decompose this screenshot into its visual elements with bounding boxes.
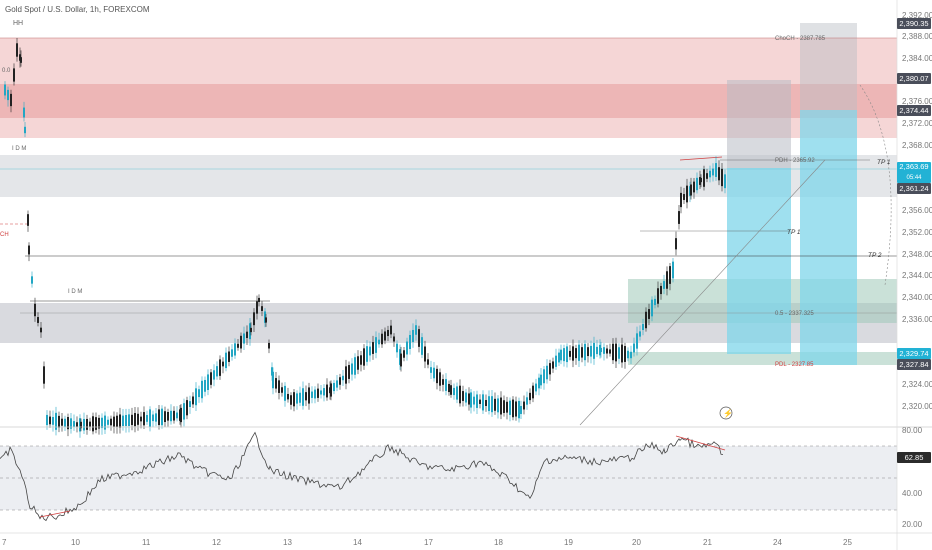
rsi-tick: 80.00 (902, 426, 923, 435)
time-tick: 20 (632, 538, 641, 547)
price-tick: 2,356.00 (902, 206, 932, 215)
lightning-icon[interactable]: ⚡ (723, 408, 733, 418)
price-tick: 2,348.00 (902, 250, 932, 259)
price-tag-5: 2,361.24 (897, 183, 931, 194)
idm-label-2: I D M (68, 289, 82, 295)
target-box-1 (727, 168, 791, 354)
fib-label: 0.5 - 2337.325 (775, 311, 814, 317)
price-tick: 2,320.00 (902, 402, 932, 411)
price-tick: 2,372.00 (902, 119, 932, 128)
price-tick: 2,376.00 (902, 97, 932, 106)
price-tick: 2,344.00 (902, 271, 932, 280)
stop-box-1 (727, 80, 791, 168)
time-axis: 7 10 11 12 13 14 17 18 19 20 21 24 25 (2, 538, 852, 547)
fib-left-label: 0.0 (2, 68, 11, 74)
rsi-tag: 62.85 (897, 452, 931, 463)
idm-label-1: I D M (12, 146, 26, 152)
choch-label: ChoCH - 2387.785 (775, 36, 826, 42)
time-tick: 18 (494, 538, 503, 547)
time-tick: 7 (2, 538, 7, 547)
time-tick: 19 (564, 538, 573, 547)
price-tick: 2,384.00 (902, 54, 932, 63)
pdh-label: PDH - 2365.92 (775, 158, 815, 164)
price-tag-current: 2,363.69 05:44 (897, 162, 931, 183)
time-tick: 24 (773, 538, 782, 547)
price-tick: 2,352.00 (902, 228, 932, 237)
rsi-tick: 20.00 (902, 520, 923, 529)
time-tick: 11 (142, 538, 151, 547)
price-tick: 2,324.00 (902, 380, 932, 389)
time-tick: 12 (212, 538, 221, 547)
choch-left-label: CH (0, 232, 9, 238)
time-tick: 25 (843, 538, 852, 547)
time-tick: 21 (703, 538, 712, 547)
rsi-line (0, 431, 724, 522)
price-tick: 2,392.00 (902, 11, 932, 20)
chart-title: Gold Spot / U.S. Dollar, 1h, FOREXCOM (5, 5, 150, 14)
price-tag-1: 2,390.35 (897, 18, 931, 29)
candles (4, 38, 726, 438)
price-tick: 2,336.00 (902, 315, 932, 324)
price-tick: 2,368.00 (902, 141, 932, 150)
tp1-label-b: TP 1 (877, 159, 891, 166)
hh-label: HH (13, 20, 23, 27)
price-tag-7: 2,327.84 (897, 359, 931, 370)
target-box-2 (800, 110, 857, 365)
rsi-band (0, 446, 897, 510)
tp2-label: TP 2 (868, 252, 882, 259)
price-tag-2: 2,380.07 (897, 73, 931, 84)
price-tag-6: 2,329.74 (897, 348, 931, 359)
time-tick: 17 (424, 538, 433, 547)
rsi-axis: 80.00 40.00 20.00 (902, 426, 923, 529)
pdl-label: PDL - 2327.85 (775, 362, 814, 368)
current-price: 2,363.69 (899, 162, 929, 171)
rsi-tick: 40.00 (902, 489, 923, 498)
price-axis: 2,392.00 2,388.00 2,384.00 2,376.00 2,37… (902, 11, 932, 411)
time-tick: 13 (283, 538, 292, 547)
tp1-label-a: TP 1 (787, 229, 801, 236)
price-tag-3: 2,374.44 (897, 105, 931, 116)
countdown: 05:44 (906, 175, 922, 181)
price-tick: 2,340.00 (902, 293, 932, 302)
time-tick: 10 (71, 538, 80, 547)
time-tick: 14 (353, 538, 362, 547)
stop-box-2 (800, 23, 857, 110)
price-tick: 2,388.00 (902, 32, 932, 41)
